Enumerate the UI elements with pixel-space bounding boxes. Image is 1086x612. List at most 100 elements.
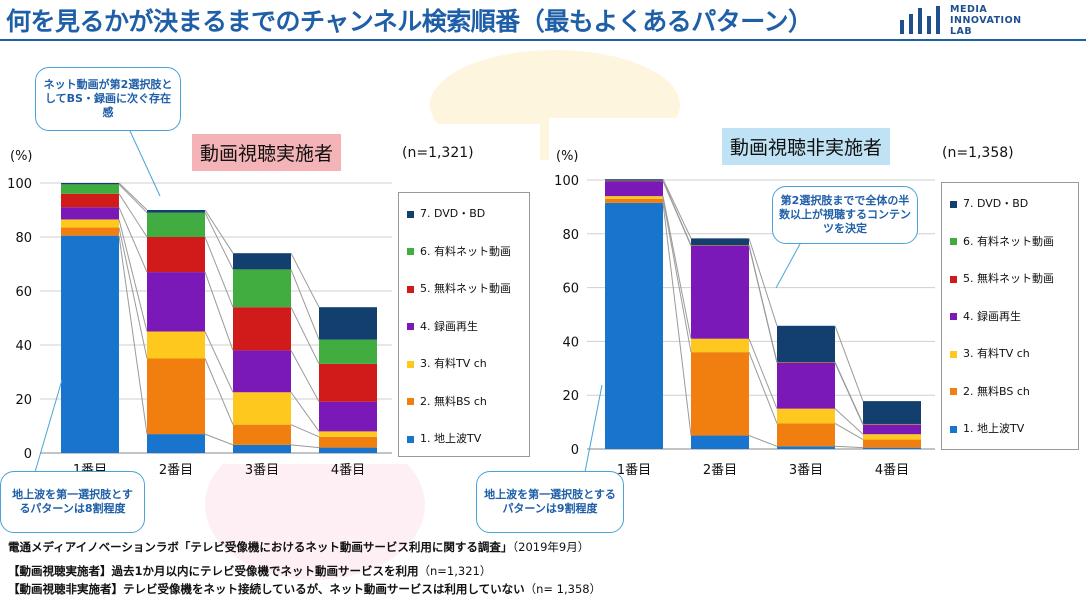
chart1-connector-line: [118, 207, 148, 273]
chart2-connector-line: [834, 423, 864, 441]
chart1-bar-segment: [319, 307, 377, 340]
chart1-n-label: (n=1,321): [402, 145, 474, 161]
chart1-legend-item: 6. 有料ネット動画: [407, 243, 511, 259]
chart1-y-tick-label: 40: [15, 339, 32, 354]
chart1-connector-line: [204, 331, 234, 393]
chart1-bar-segment: [147, 331, 205, 359]
chart2-bar-segment: [777, 325, 835, 363]
source-line: 電通メディアイノベーションラボ「テレビ受像機におけるネット動画サービス利用に関す…: [8, 540, 590, 554]
legend-label: 1. 地上波TV: [963, 422, 1025, 435]
chart1-bar-segment: [147, 212, 205, 237]
chart2-unit-label: (%): [556, 149, 579, 164]
chart2-legend-item: 2. 無料BS ch: [950, 383, 1030, 399]
chart1-bar-segment: [147, 210, 205, 213]
chart2-connector-line: [662, 198, 692, 353]
chart2-legend: 7. DVD・BD 6. 有料ネット動画 5. 無料ネット動画 4. 録画再生 3. 有…: [941, 182, 1079, 450]
callout-pointer: [34, 379, 63, 473]
chart2-legend-item: 6. 有料ネット動画: [950, 233, 1054, 249]
callout-chart2-terrestrial: 地上波を第一選択肢とするパターンは9割程度: [476, 471, 624, 533]
legend-swatch: [407, 248, 414, 255]
chart1-bar-segment: [61, 235, 119, 453]
legend-label: 1. 地上波TV: [420, 432, 482, 445]
chart1-connector-line: [290, 269, 320, 340]
chart1-y-tick-label: 100: [7, 177, 32, 192]
chart2-bar-segment: [777, 362, 835, 363]
note-non-viewers: 【動画視聴非実施者】テレビ受像機をネット接続しているが、ネット動画サービスは利用…: [8, 582, 602, 596]
legend-label: 7. DVD・BD: [963, 197, 1029, 210]
chart1-connector-line: [204, 358, 234, 425]
chart2-bar-segment: [605, 202, 663, 449]
media-innovation-lab-logo: MEDIA INNOVATION LAB: [900, 4, 1080, 37]
legend-label: 6. 有料ネット動画: [963, 234, 1054, 248]
chart1-connector-line: [290, 350, 320, 402]
chart2-category-label: 4番目: [875, 463, 909, 478]
legend-label: 2. 無料BS ch: [963, 384, 1030, 398]
callout-net-video: ネット動画が第2選択肢としてBS・録画に次ぐ存在感: [35, 67, 181, 131]
chart1-connector-line: [204, 209, 234, 254]
chart2-legend-item: 3. 有料TV ch: [950, 345, 1030, 361]
chart2-connector-line: [834, 325, 864, 402]
chart1-legend-item: 2. 無料BS ch: [407, 393, 487, 409]
chart1-y-tick-label: 20: [15, 393, 32, 408]
chart1-connector-line: [290, 391, 320, 432]
legend-swatch: [950, 200, 957, 208]
chart1-connector-line: [118, 219, 148, 332]
chart1-bar-segment: [233, 253, 291, 270]
chart1-bar-segment: [233, 350, 291, 393]
chart1-bar-segment: [147, 358, 205, 435]
page-title: 何を見るかが決まるまでのチャンネル検索順番（最もよくあるパターン）: [6, 7, 813, 36]
callout-chart1-terrestrial: 地上波を第一選択肢とするパターンは8割程度: [0, 471, 145, 533]
chart2-connector-line: [748, 238, 778, 326]
callout-pointer: [584, 384, 603, 473]
chart2-bar-segment: [863, 424, 921, 425]
callout-second-choice: 第2選択肢までで全体の半数以上が視聴するコンテンツを決定: [772, 186, 918, 244]
chart2-bar-segment: [605, 181, 663, 197]
chart1-bar-segment: [61, 184, 119, 194]
legend-label: 3. 有料TV ch: [420, 357, 487, 370]
chart1-bar-segment: [319, 401, 377, 432]
chart1-unit-label: (%): [10, 149, 33, 164]
chart2-y-tick-label: 0: [571, 443, 579, 458]
chart1-bar-segment: [319, 447, 377, 453]
chart1-bar-segment: [233, 307, 291, 351]
chart1-bar-segment: [319, 363, 377, 402]
chart1-legend-item: 7. DVD・BD: [407, 205, 485, 221]
chart2-bar-segment: [777, 362, 835, 409]
chart1-bar-segment: [233, 424, 291, 445]
chart1-bar-segment: [147, 272, 205, 332]
chart2-bar-segment: [777, 408, 835, 424]
legend-label: 4. 録画再生: [420, 319, 478, 333]
chart1-connector-line: [290, 444, 320, 449]
chart2-bar-segment: [691, 245, 749, 339]
chart2-connector-line: [748, 244, 778, 363]
chart2-connector-line: [748, 338, 778, 409]
chart1-bar-segment: [61, 207, 119, 220]
chart2-bar-segment: [691, 245, 749, 246]
chart2-bar-segment: [691, 238, 749, 246]
legend-swatch: [407, 398, 414, 405]
chart2-bar-segment: [777, 423, 835, 447]
chart1-bar-segment: [61, 183, 119, 185]
chart1-legend-item: 1. 地上波TV: [407, 430, 481, 446]
chart2-connector-line: [748, 435, 778, 447]
chart2-bar-segment: [863, 447, 921, 449]
chart2-legend-item: 5. 無料ネット動画: [950, 270, 1054, 286]
chart2-connector-line: [834, 408, 864, 435]
chart2-legend-item: 4. 録画再生: [950, 308, 1021, 324]
callout-pointer: [129, 130, 161, 197]
legend-label: 6. 有料ネット動画: [420, 244, 511, 258]
chart2-bar-segment: [863, 424, 921, 435]
chart2-connector-line: [662, 196, 692, 339]
chart1-title: 動画視聴実施者: [192, 134, 342, 171]
chart2-connector-line: [662, 202, 692, 436]
chart1-category-label: 4番目: [331, 463, 365, 478]
legend-swatch: [950, 238, 957, 245]
note-viewers: 【動画視聴実施者】過去1か月以内にテレビ受像機でネット動画サービスを利用（n=1…: [8, 564, 492, 578]
chart2-n-label: (n=1,358): [942, 145, 1014, 161]
legend-label: 5. 無料ネット動画: [963, 272, 1054, 285]
chart2-bar-segment: [691, 352, 749, 436]
legend-swatch: [407, 210, 414, 218]
chart2-category-label: 2番目: [703, 463, 737, 478]
chart1-bar-segment: [319, 339, 377, 364]
chart1-category-label: 3番目: [245, 463, 279, 478]
